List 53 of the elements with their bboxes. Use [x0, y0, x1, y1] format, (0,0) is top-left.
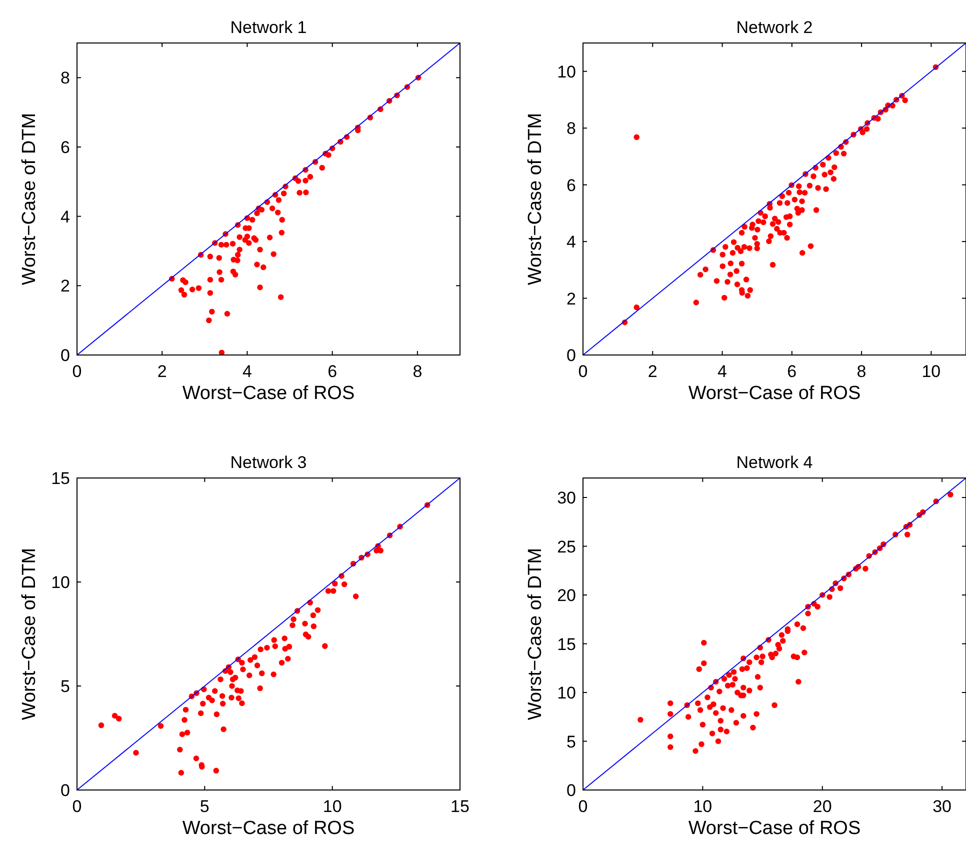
y-tick-label: 25: [557, 537, 576, 556]
y-tick-label: 15: [51, 469, 70, 488]
x-tick-label: 15: [450, 797, 470, 816]
x-tick-label: 0: [72, 797, 82, 816]
y-axis-title: Worst−Case of DTM: [19, 548, 40, 720]
x-tick-label: 5: [200, 797, 210, 816]
x-tick-label: 8: [412, 362, 422, 381]
x-tick-label: 6: [787, 362, 797, 381]
x-tick-label: 0: [578, 362, 588, 381]
y-tick-label: 15: [557, 634, 576, 654]
x-tick-label: 30: [932, 797, 952, 816]
chart-title: Network 4: [736, 453, 813, 472]
y-tick-label: 6: [60, 138, 70, 157]
y-tick-label: 5: [566, 732, 576, 752]
y-axis-title: Worst−Case of DTM: [19, 112, 40, 286]
x-tick-label: 2: [648, 362, 658, 381]
x-tick-label: 4: [242, 362, 252, 381]
y-tick-label: 8: [566, 119, 576, 138]
x-tick-label: 20: [812, 797, 832, 816]
y-tick-label: 4: [566, 232, 576, 252]
y-tick-label: 2: [566, 289, 576, 308]
x-tick-label: 2: [157, 362, 167, 381]
chart-title: Network 1: [230, 18, 307, 37]
x-tick-label: 10: [693, 797, 712, 816]
y-tick-label: 0: [566, 346, 576, 365]
x-axis-title: Worst−Case of ROS: [688, 818, 861, 839]
x-tick-label: 8: [856, 362, 866, 381]
y-tick-label: 10: [557, 62, 576, 82]
y-tick-label: 30: [557, 488, 576, 508]
chart-title: Network 3: [230, 453, 307, 472]
x-tick-label: 0: [72, 362, 82, 381]
y-tick-label: 10: [51, 573, 70, 592]
y-tick-label: 8: [60, 68, 70, 88]
y-tick-label: 2: [60, 276, 70, 296]
y-tick-label: 10: [557, 684, 576, 702]
x-tick-label: 6: [328, 362, 338, 381]
chart-title: Network 2: [736, 18, 813, 37]
x-axis-title: Worst−Case of ROS: [182, 383, 355, 404]
y-tick-label: 0: [60, 346, 70, 365]
y-tick-label: 4: [60, 207, 70, 226]
x-tick-label: 4: [718, 362, 728, 381]
y-tick-label: 0: [566, 781, 576, 800]
x-tick-label: 0: [578, 797, 588, 816]
x-axis-title: Worst−Case of ROS: [182, 818, 355, 839]
y-axis-title: Worst−Case of DTM: [525, 112, 546, 286]
y-tick-label: 6: [566, 176, 576, 195]
y-tick-label: 0: [60, 781, 70, 800]
x-tick-label: 10: [322, 797, 342, 816]
y-tick-label: 5: [60, 677, 70, 696]
y-axis-title: Worst−Case of DTM: [525, 548, 546, 720]
y-tick-label: 20: [557, 586, 576, 605]
x-tick-label: 10: [922, 362, 941, 381]
x-axis-title: Worst−Case of ROS: [688, 383, 861, 404]
